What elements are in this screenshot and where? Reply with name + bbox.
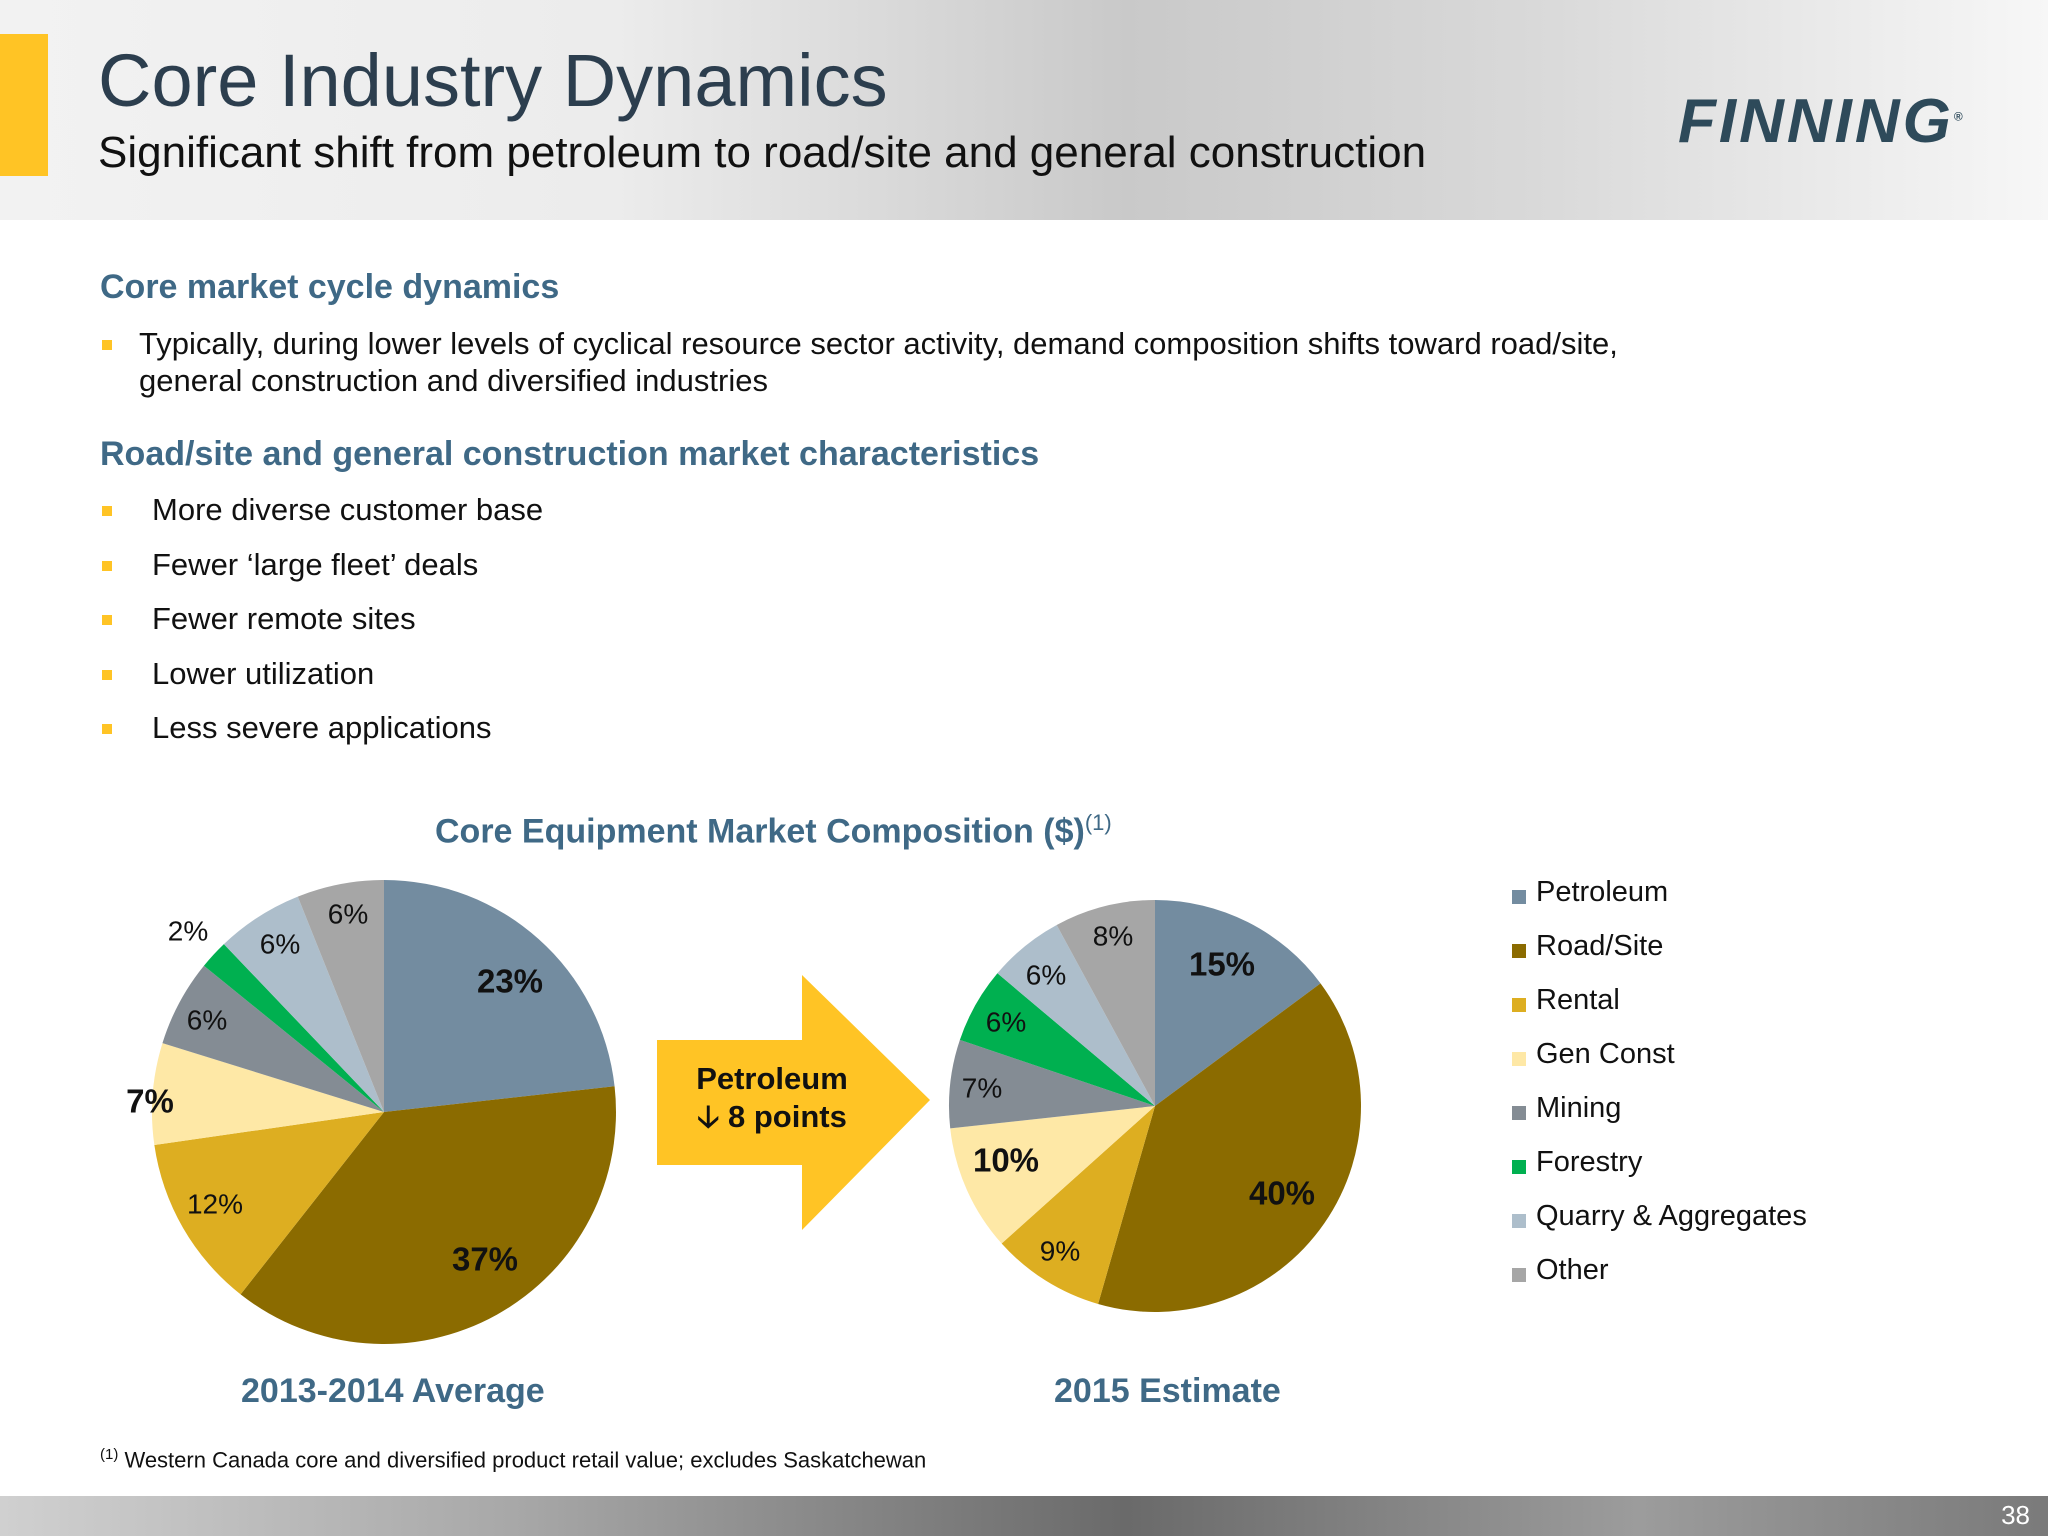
legend-label: Other bbox=[1536, 1254, 1609, 1286]
pie-slice-mining bbox=[162, 965, 384, 1112]
pie-slice-road-site bbox=[1098, 983, 1361, 1312]
data-label-rental: 12% bbox=[187, 1188, 243, 1219]
chart-title-text: Core Equipment Market Composition ($) bbox=[435, 812, 1085, 851]
bullet-marker bbox=[102, 561, 112, 571]
arrow-annotation-line1: Petroleum bbox=[696, 1061, 848, 1096]
pie-slice-petroleum bbox=[384, 880, 615, 1112]
bullet-marker bbox=[102, 615, 112, 625]
list-item: Fewer remote sites bbox=[152, 601, 416, 636]
data-label-gen-const: 10% bbox=[973, 1142, 1039, 1179]
pie-slice-petroleum bbox=[1155, 900, 1321, 1106]
bullet-text-line2: general construction and diversified ind… bbox=[139, 363, 768, 398]
pie-slice-rental bbox=[1001, 1106, 1155, 1304]
data-label-other: 6% bbox=[328, 898, 368, 929]
legend-swatch bbox=[1512, 890, 1526, 904]
list-item: More diverse customer base bbox=[152, 492, 544, 527]
pie-2013-2014-average: 23% 37% 12% 7% 6% 2% 6% 6% bbox=[126, 880, 616, 1344]
pie-slice-forestry bbox=[203, 944, 384, 1112]
legend-swatch bbox=[1512, 998, 1526, 1012]
pie-slice-rental bbox=[154, 1112, 384, 1295]
slide-title: Core Industry Dynamics bbox=[98, 39, 888, 122]
slide-subtitle: Significant shift from petroleum to road… bbox=[98, 128, 1427, 177]
legend-label: Gen Const bbox=[1536, 1038, 1675, 1070]
data-label-petroleum: 23% bbox=[477, 963, 543, 1000]
data-label-quarry-aggregates: 6% bbox=[260, 928, 300, 959]
logo-registered-mark: ® bbox=[1953, 109, 1963, 124]
legend-label: Quarry & Aggregates bbox=[1536, 1200, 1807, 1232]
data-label-mining: 7% bbox=[962, 1072, 1002, 1103]
list-item: Less severe applications bbox=[152, 710, 492, 745]
legend-swatch bbox=[1512, 1214, 1526, 1228]
footnote-marker: (1) bbox=[100, 1446, 119, 1463]
pie-slice-other bbox=[297, 880, 384, 1112]
pie-slice-forestry bbox=[959, 973, 1155, 1106]
shift-arrow bbox=[657, 975, 930, 1230]
data-label-petroleum: 15% bbox=[1189, 946, 1255, 983]
section-heading-cycle-dynamics: Core market cycle dynamics bbox=[100, 268, 560, 306]
legend-swatch bbox=[1512, 1052, 1526, 1066]
footnote-text: Western Canada core and diversified prod… bbox=[118, 1447, 927, 1473]
legend-swatch bbox=[1512, 1106, 1526, 1120]
bullet-text-line1: Typically, during lower levels of cyclic… bbox=[139, 326, 1618, 361]
pie-slice-other bbox=[1056, 900, 1155, 1106]
chart-title-footnote-marker: (1) bbox=[1084, 810, 1112, 835]
pie-caption-2013-2014-average: 2013-2014 Average bbox=[241, 1372, 545, 1410]
pie-slice-quarry-aggregates bbox=[223, 896, 384, 1112]
data-label-rental: 9% bbox=[1040, 1235, 1080, 1266]
pie-slice-quarry-aggregates bbox=[997, 924, 1155, 1106]
legend-label: Rental bbox=[1536, 984, 1620, 1016]
pie-2015-estimate: 15% 40% 9% 10% 7% 6%6% 8% bbox=[949, 900, 1361, 1312]
data-label-forestry: 2% bbox=[168, 915, 208, 946]
finning-logo: FINNING® bbox=[1678, 86, 1963, 157]
data-label-quarry-aggregates: 6% bbox=[1026, 959, 1066, 990]
data-label-other: 8% bbox=[1093, 920, 1133, 951]
chart-title: Core Equipment Market Composition ($)(1) bbox=[435, 810, 1112, 851]
legend-label: Mining bbox=[1536, 1092, 1622, 1124]
page-number: 38 bbox=[2001, 1500, 2030, 1530]
data-label-road-site: 40% bbox=[1249, 1175, 1315, 1212]
pie-slice-gen-const bbox=[950, 1106, 1155, 1244]
data-label-mining: 6% bbox=[187, 1004, 227, 1035]
legend-swatch bbox=[1512, 1268, 1526, 1282]
section-heading-market-characteristics: Road/site and general construction marke… bbox=[100, 435, 1040, 473]
legend-label: Forestry bbox=[1536, 1146, 1643, 1178]
data-label-road-site: 37% bbox=[452, 1241, 518, 1278]
logo-text: FINNING bbox=[1678, 87, 1954, 156]
pie-slice-mining bbox=[949, 1039, 1155, 1129]
title-accent-bar bbox=[0, 34, 48, 176]
list-item: Lower utilization bbox=[152, 656, 375, 691]
footnote: (1) Western Canada core and diversified … bbox=[100, 1446, 926, 1473]
arrow-annotation: Petroleum 🡣 8 points bbox=[652, 1060, 892, 1136]
pie-caption-2015-estimate: 2015 Estimate bbox=[1054, 1372, 1281, 1410]
bullet-marker bbox=[102, 506, 112, 516]
list-item: Fewer ‘large fleet’ deals bbox=[152, 547, 479, 582]
data-label-forestry: 6% bbox=[986, 1006, 1026, 1037]
footer-bar: 38 bbox=[0, 1496, 2048, 1536]
bullet-marker bbox=[102, 340, 112, 350]
arrow-annotation-line2: 🡣 8 points bbox=[697, 1099, 847, 1134]
legend-swatch bbox=[1512, 1160, 1526, 1174]
legend-label: Petroleum bbox=[1536, 876, 1669, 908]
legend-label: Road/Site bbox=[1536, 930, 1664, 962]
pie-slice-road-site bbox=[240, 1086, 616, 1344]
legend-swatch bbox=[1512, 944, 1526, 958]
pie-slice-gen-const bbox=[151, 1043, 384, 1146]
slide-header bbox=[0, 0, 2048, 220]
bullet-marker bbox=[102, 724, 112, 734]
bullet-marker bbox=[102, 670, 112, 680]
data-label-gen-const: 7% bbox=[126, 1083, 174, 1120]
